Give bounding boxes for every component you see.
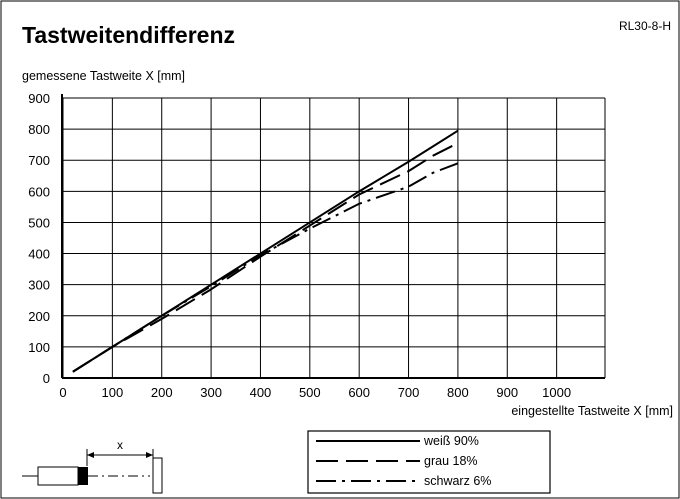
y-tick-label-900: 900 — [28, 91, 50, 106]
x-tick-label-800: 800 — [447, 385, 469, 400]
chart-tick-labels: 0 100 200 300 400 500 600 700 800 900 1000 0 100 200 3… — [28, 91, 571, 400]
legend: weiß 90% grau 18% schwarz 6% — [307, 430, 551, 494]
chart-series — [72, 129, 459, 373]
dimension-arrow-left-icon — [87, 452, 94, 458]
legend-label-grau: grau 18% — [424, 454, 478, 468]
x-tick-label-400: 400 — [250, 385, 272, 400]
y-axis-label: gemessene Tastweite X [mm] — [22, 69, 185, 83]
x-tick-label-600: 600 — [348, 385, 370, 400]
y-tick-label-0: 0 — [43, 371, 50, 386]
y-tick-label-400: 400 — [28, 247, 50, 262]
sensor-diagram: x — [22, 438, 163, 494]
distance-label: x — [117, 438, 123, 452]
x-axis-label: eingestellte Tastweite X [mm] — [511, 404, 673, 418]
series-line-2 — [72, 162, 459, 373]
sensor-lens — [78, 467, 88, 485]
page-title: Tastweitendifferenz — [22, 22, 235, 48]
dimension-arrow-right-icon — [146, 452, 153, 458]
sensor-body — [37, 466, 79, 486]
y-tick-label-700: 700 — [28, 153, 50, 168]
x-tick-label-900: 900 — [496, 385, 518, 400]
y-tick-label-200: 200 — [28, 309, 50, 324]
legend-label-weiss: weiß 90% — [423, 434, 479, 448]
x-tick-label-500: 500 — [299, 385, 321, 400]
y-tick-label-500: 500 — [28, 215, 50, 230]
product-code: RL30-8-H — [619, 19, 671, 33]
x-tick-label-100: 100 — [102, 385, 124, 400]
x-tick-label-0: 0 — [59, 385, 66, 400]
y-tick-label-600: 600 — [28, 184, 50, 199]
x-tick-label-1000: 1000 — [542, 385, 571, 400]
chart-grid — [61, 94, 606, 379]
series-line-1 — [72, 142, 459, 373]
x-tick-label-300: 300 — [200, 385, 222, 400]
legend-label-schwarz: schwarz 6% — [424, 474, 491, 488]
y-tick-label-100: 100 — [28, 340, 50, 355]
y-tick-label-800: 800 — [28, 122, 50, 137]
x-tick-label-700: 700 — [398, 385, 420, 400]
target-object — [152, 457, 163, 494]
y-tick-label-300: 300 — [28, 278, 50, 293]
x-tick-label-200: 200 — [151, 385, 173, 400]
